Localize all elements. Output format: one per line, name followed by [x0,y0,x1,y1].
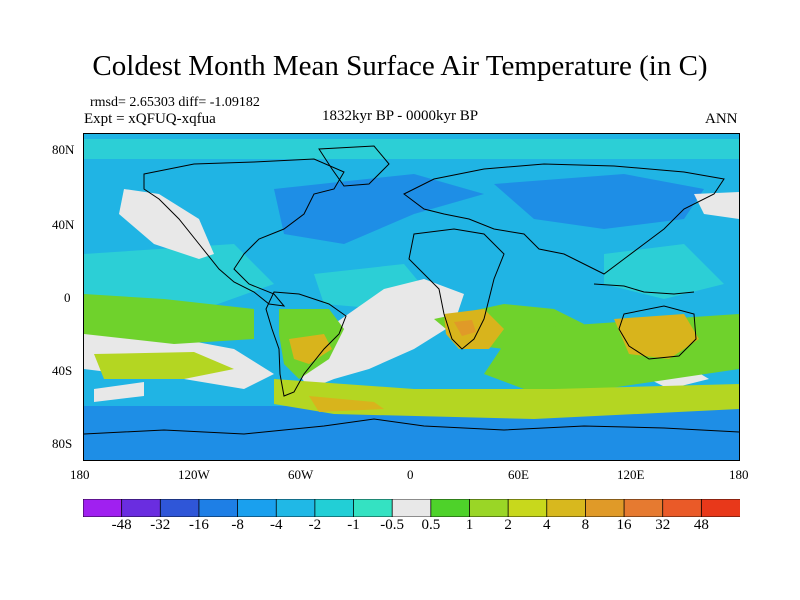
colorbar-swatch [662,499,703,517]
colorbar-label: -4 [269,517,283,533]
lon-tick-180e: 180 [729,467,749,482]
lon-tick-120e: 120E [617,467,645,482]
map-svg [84,134,739,460]
colorbar-swatch [700,499,740,517]
colorbar-label: -2 [308,517,322,533]
experiment-label: Expt = xQFUQ-xqfua [84,111,216,127]
map-region-warm-southern [309,396,384,412]
lon-tick-120w: 120W [178,467,210,482]
map-region-deep-asia [494,174,704,229]
coast-south-america [265,291,347,397]
map-region-green-pacific [84,294,254,344]
map-region-deep-south [84,406,739,460]
colorbar-swatch [314,499,355,517]
colorbar-label: -8 [231,517,244,533]
colorbar-swatch [391,499,432,517]
map-region-neutral-npacific [119,189,214,259]
lat-tick-40s: 40S [52,363,73,378]
coast-eurasia [403,163,725,275]
coast-north-america [143,158,345,307]
lat-tick-40n: 40N [52,217,75,232]
colorbar-label: 4 [543,517,551,533]
chart-title: Coldest Month Mean Surface Air Temperatu… [92,50,708,82]
coast-greenland [318,145,390,187]
map-plot [83,133,740,461]
map-region-yg-pacific [94,352,234,379]
season-label: ANN [705,111,738,127]
colorbar-label: 32 [655,517,671,533]
map-region-cool-arctic [84,139,739,159]
map-region-cool-indian [604,244,724,299]
colorbar-label: -32 [150,517,171,533]
map-region-yg-southern [274,379,739,419]
colorbar-label: 0.5 [421,517,441,533]
colorbar-swatch [121,499,162,517]
period-label: 1832kyr BP - 0000kyr BP [322,108,479,124]
lat-tick-0: 0 [64,290,71,305]
colorbar-swatch [469,499,510,517]
colorbar-label: -48 [111,517,132,533]
coast-australia [618,305,697,360]
lon-tick-0: 0 [407,467,414,482]
map-region-neutral-satlantic [299,279,464,389]
map-region-deep-north [274,174,484,244]
colorbar [83,499,740,517]
colorbar-swatch [198,499,239,517]
colorbar-swatch [159,499,200,517]
map-region-warm-australia [614,314,699,359]
coast-indonesia [593,283,695,295]
colorbar-swatch [585,499,625,517]
lat-tick-80s: 80S [52,436,73,451]
colorbar-swatch [237,499,278,517]
colorbar-label: 8 [581,517,590,533]
map-region-warm-samerica [289,334,332,364]
colorbar-label: 1 [465,517,474,533]
map-region-orange-africa [454,320,476,336]
colorbar-label: 16 [616,517,632,533]
map-region-neutral-ring [94,382,144,402]
coast-antarctica [84,418,739,435]
lon-tick-180w: 180 [70,467,90,482]
coast-africa [408,228,505,350]
colorbar-label: -16 [188,517,209,533]
colorbar-label: -1 [347,517,360,533]
colorbar-swatch [83,499,123,517]
colorbar-swatch [507,499,548,517]
map-region-cool-pacific [84,244,274,309]
colorbar-swatch [275,499,316,517]
colorbar-swatch [623,499,664,517]
lat-tick-80n: 80N [52,142,75,157]
map-coastlines [84,145,739,435]
colorbar-swatch [546,499,587,517]
lon-tick-60e: 60E [508,467,529,482]
lon-tick-60w: 60W [288,467,314,482]
colorbar-label: 48 [693,517,709,533]
colorbar-swatch [353,499,394,517]
colorbar-label: 2 [504,517,512,533]
stats-label: rmsd= 2.65303 diff= -1.09182 [90,95,260,110]
colorbar-label: -0.5 [380,517,405,533]
colorbar-swatch [430,499,471,517]
